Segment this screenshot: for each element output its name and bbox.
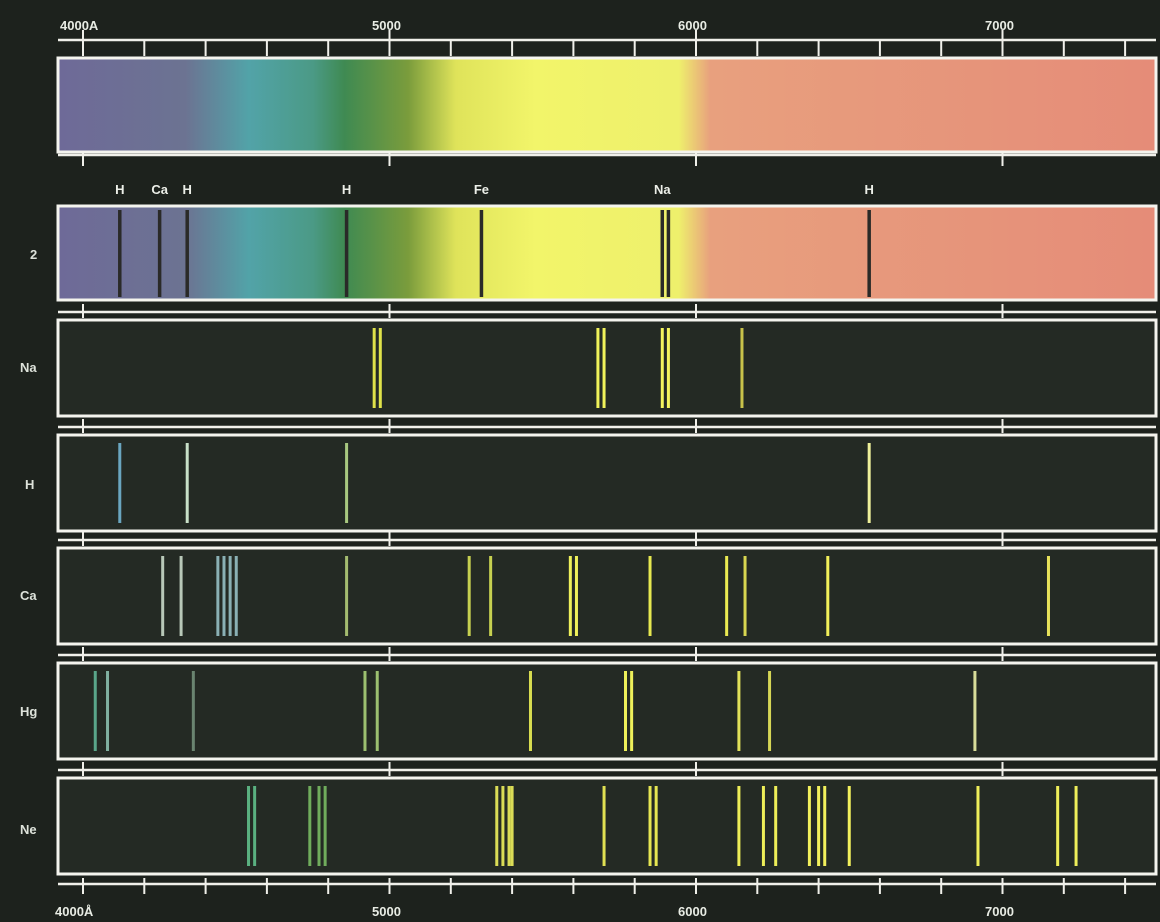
emission-band-hg: [56, 661, 1158, 761]
emission-band-h: [56, 433, 1158, 533]
absorption-label-7: H: [864, 182, 873, 197]
absorption-label-2: H: [183, 182, 192, 197]
row-label-na: Na: [20, 360, 37, 375]
row-label-ne: Ne: [20, 822, 37, 837]
absorption-label-5: Na: [654, 182, 671, 197]
absorption-label-4: Fe: [474, 182, 489, 197]
row-label-hg: Hg: [20, 704, 37, 719]
row-label-ca: Ca: [20, 588, 37, 603]
bottom-axis-label-4000: 4000Å: [55, 904, 94, 919]
emission-band-ne: [56, 776, 1158, 876]
row-label-h: H: [25, 477, 34, 492]
bottom-axis-label-6000: 6000: [678, 904, 707, 919]
absorption-spectrum-band: [56, 204, 1158, 302]
top-axis-label-7000: 7000: [985, 18, 1014, 33]
bottom-axis-label-7000: 7000: [985, 904, 1014, 919]
top-axis-label-4000: 4000A: [60, 18, 99, 33]
absorption-label-3: H: [342, 182, 351, 197]
emission-band-na: [56, 318, 1158, 418]
row-label-2: 2: [30, 247, 37, 262]
top-axis-label-5000: 5000: [372, 18, 401, 33]
bottom-axis-label-5000: 5000: [372, 904, 401, 919]
absorption-label-1: Ca: [151, 182, 168, 197]
top-axis-label-6000: 6000: [678, 18, 707, 33]
continuous-spectrum-band: [56, 56, 1158, 154]
emission-band-ca: [56, 546, 1158, 646]
absorption-label-0: H: [115, 182, 124, 197]
